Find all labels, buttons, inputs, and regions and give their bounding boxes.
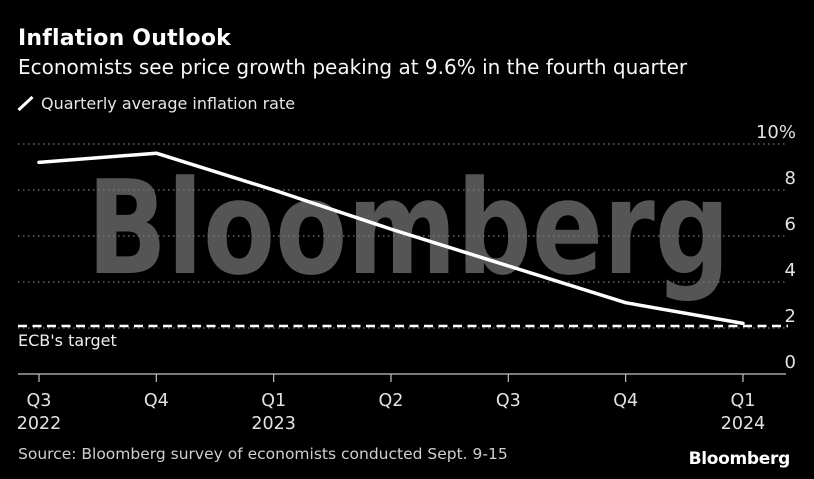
x-axis-label: Q3 xyxy=(496,391,521,411)
y-axis-label: 8 xyxy=(785,168,796,189)
line-slash-icon xyxy=(17,95,34,112)
x-axis-label: Q4 xyxy=(613,391,638,411)
x-axis-label: Q4 xyxy=(144,391,169,411)
y-axis-label: 4 xyxy=(785,260,796,281)
x-axis-label: Q1 xyxy=(731,391,756,411)
x-axis-year-label: 2023 xyxy=(251,414,296,434)
ecb-target-label: ECB's target xyxy=(18,331,117,350)
page-title: Inflation Outlook xyxy=(18,26,231,51)
y-axis-label: 0 xyxy=(785,352,796,373)
chart-legend: Quarterly average inflation rate xyxy=(17,94,295,113)
x-axis-year-label: 2024 xyxy=(721,414,766,434)
x-axis-label: Q3 xyxy=(27,391,52,411)
legend-label: Quarterly average inflation rate xyxy=(41,94,296,113)
inflation-data-line xyxy=(37,151,745,326)
bloomberg-logo: Bloomberg xyxy=(688,449,791,469)
y-axis-label: 10% xyxy=(756,122,796,143)
bloomberg-watermark: Bloomberg xyxy=(87,152,730,304)
x-axis-year-label: 2022 xyxy=(17,414,62,434)
y-axis-label: 6 xyxy=(785,214,796,235)
chart-subtitle: Economists see price growth peaking at 9… xyxy=(18,55,688,79)
x-axis-label: Q1 xyxy=(261,391,286,411)
grid-layer: 0 2 4 6 8 10% Q3 Q4 Q1 Q2 Q3 Q4 Q1 2022 2023 2024 xyxy=(17,122,796,434)
y-axis-label: 2 xyxy=(785,306,796,327)
x-axis-label: Q2 xyxy=(379,391,404,411)
source-note: Source: Bloomberg survey of economists c… xyxy=(18,445,508,463)
